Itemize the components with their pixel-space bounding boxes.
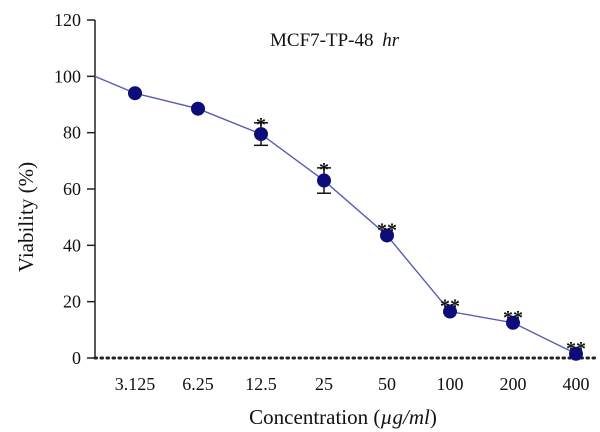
data-point [317,173,331,188]
x-axis-label-suffix: ) [430,405,437,429]
data-point [569,346,583,361]
y-tick-label: 0 [72,348,81,368]
significance-label: ** [440,296,460,318]
data-point [506,315,520,330]
data-point [191,101,205,116]
x-tick-label: 200 [500,374,527,394]
chart-title-main: MCF7-TP-48 [270,30,373,51]
significance-label: ** [377,219,397,241]
x-axis-label-prefix: Concentration ( [249,405,380,429]
data-point [443,304,457,319]
data-point [254,127,268,142]
x-tick-label: 25 [315,374,333,394]
y-tick-label: 100 [54,66,81,86]
data-point [128,86,142,101]
y-tick-label: 80 [63,123,81,143]
significance-label: ** [503,307,523,329]
x-tick-label: 100 [437,374,464,394]
axes: 0 20 40 60 80 100 120 3.125 6.25 12.5 25 50 100 200 40… [54,10,600,394]
y-tick-label: 60 [63,179,81,199]
data-point [380,228,394,243]
x-tick-label: 12.5 [245,374,277,394]
y-tick-label: 20 [63,292,81,312]
x-tick-label: 400 [563,374,590,394]
x-tick-label: 3.125 [115,374,156,394]
y-tick-label: 40 [63,235,81,255]
chart-title-suffix: hr [382,30,400,51]
x-tick-label: 6.25 [182,374,214,394]
significance-label: ** [566,338,586,360]
x-axis-label: Concentration (µg/ml) [249,405,437,429]
chart-title: MCF7-TP-48 hr [270,30,400,51]
series-layer: ********** [94,75,586,361]
x-tick-label: 50 [378,374,396,394]
y-axis-label: Viability (%) [14,162,38,272]
significance-label: * [256,114,266,136]
labels-layer: MCF7-TP-48 hr Concentration (µg/ml) Viab… [14,30,437,429]
significance-label: * [319,159,329,181]
x-axis-label-unit: µg/ml [380,405,430,429]
y-tick-label: 120 [54,10,81,30]
